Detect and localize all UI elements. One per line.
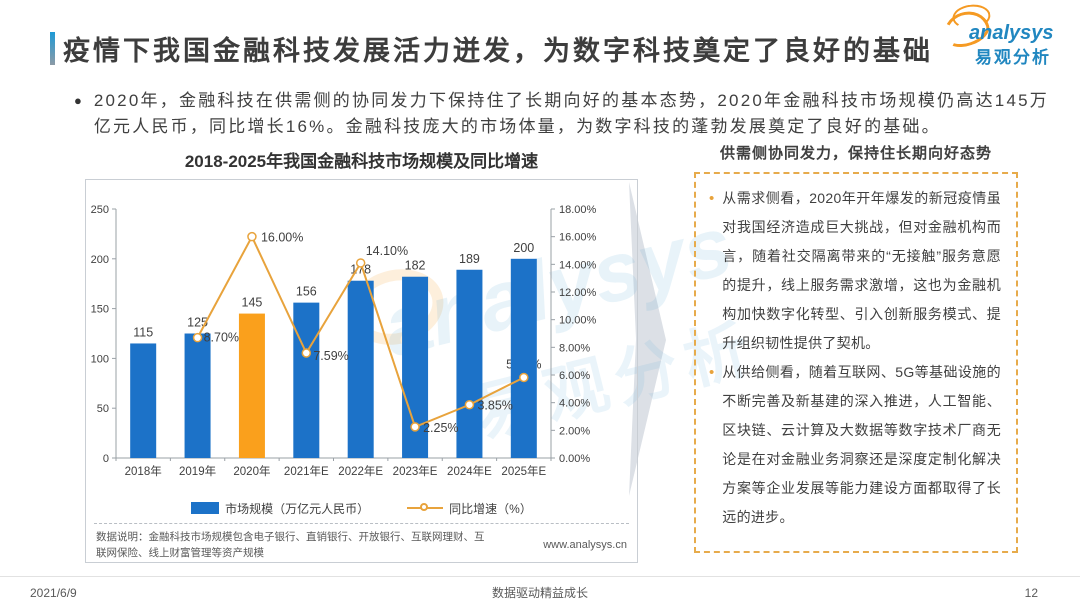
right-axis-tick: 12.00% bbox=[559, 287, 597, 299]
right-axis-tick: 6.00% bbox=[559, 370, 590, 382]
bullet-icon: • bbox=[709, 190, 715, 207]
right-axis-tick: 4.00% bbox=[559, 398, 590, 410]
bar-value-label: 115 bbox=[133, 325, 153, 339]
bar bbox=[347, 280, 374, 458]
left-axis-tick: 50 bbox=[97, 403, 109, 415]
right-axis-tick: 18.00% bbox=[559, 204, 597, 216]
note-divider bbox=[94, 523, 629, 524]
footer-date: 2021/6/9 bbox=[30, 585, 77, 600]
bar-legend-label: 市场规模（万亿元人民币） bbox=[225, 501, 370, 516]
right-axis-tick: 0.00% bbox=[559, 453, 590, 465]
category-label: 2021年E bbox=[284, 464, 329, 478]
chart-box: 0 50 100 150 200 250 0.00% 2.00% 4.00% 6.00% 8.00%… bbox=[85, 179, 638, 563]
line-marker bbox=[519, 372, 529, 383]
bar bbox=[130, 343, 157, 458]
right-axis-tick: 16.00% bbox=[559, 232, 597, 244]
category-label: 2020年 bbox=[233, 464, 270, 478]
category-label: 2022年E bbox=[338, 464, 383, 478]
list-item: • 从需求侧看，2020年开年爆发的新冠疫情虽对我国经济造成巨大挑战，但对金融机… bbox=[709, 184, 1001, 358]
bar bbox=[456, 269, 483, 458]
line-marker bbox=[410, 422, 420, 432]
bar bbox=[184, 333, 211, 458]
intro-paragraph: ● 2020年，金融科技在供需侧的协同发力下保持住了长期向好的基本态势，2020… bbox=[74, 88, 1049, 140]
right-axis-tick: 10.00% bbox=[559, 315, 597, 327]
left-axis-tick: 250 bbox=[91, 204, 109, 216]
source-url[interactable]: www.analysys.cn bbox=[543, 539, 627, 552]
category-label: 2018年 bbox=[125, 464, 162, 478]
legend-item-bar: 市场规模（万亿元人民币） bbox=[191, 500, 369, 517]
title-accent-bar bbox=[50, 32, 55, 65]
line-marker bbox=[301, 348, 312, 358]
bar-value-label: 200 bbox=[513, 241, 534, 255]
growth-label: 7.59% bbox=[313, 349, 348, 363]
insight-bullet-demand: 从需求侧看，2020年开年爆发的新冠疫情虽对我国经济造成巨大挑战，但对金融机构而… bbox=[722, 190, 1001, 351]
bullet-icon: • bbox=[709, 364, 715, 381]
line-marker bbox=[355, 258, 366, 268]
insight-panel: 供需侧协同发力，保持住长期向好态势 • 从需求侧看，2020年开年爆发的新冠疫情… bbox=[694, 142, 1018, 553]
chart-legend: 市场规模（万亿元人民币） 同比增速（%） bbox=[86, 495, 637, 521]
insight-panel-title: 供需侧协同发力，保持住长期向好态势 bbox=[719, 145, 992, 162]
bullet-icon: ● bbox=[74, 93, 82, 108]
footer: 2021/6/9 数据驱动精益成长 12 bbox=[0, 576, 1080, 608]
category-label: 2024年E bbox=[447, 464, 492, 478]
chart-note-row: 数据说明：金融科技市场规模包含电子银行、直销银行、开放银行、互联网理财、互联网保… bbox=[86, 524, 637, 562]
right-axis-tick: 14.00% bbox=[559, 259, 597, 271]
bar-value-label: 156 bbox=[296, 285, 317, 299]
logo-brand-en: analysys bbox=[969, 22, 1054, 44]
bar-value-label: 189 bbox=[459, 252, 480, 266]
legend-item-line: 同比增速（%） bbox=[407, 500, 532, 517]
market-chart-svg: 0 50 100 150 200 250 0.00% 2.00% 4.00% 6.00% 8.00%… bbox=[91, 204, 597, 478]
line-marker bbox=[192, 332, 203, 343]
left-axis-tick: 100 bbox=[91, 353, 109, 365]
bar bbox=[510, 258, 537, 458]
growth-label: 16.00% bbox=[261, 231, 303, 245]
page-number: 12 bbox=[1024, 585, 1038, 600]
left-axis-tick: 0 bbox=[103, 453, 109, 465]
footer-slogan: 数据驱动精益成长 bbox=[491, 586, 588, 600]
page-title: 疫情下我国金融科技发展活力迸发，为数字科技奠定了良好的基础 bbox=[63, 36, 933, 66]
line-legend-swatch bbox=[407, 503, 444, 511]
growth-label: 3.85% bbox=[477, 399, 512, 413]
line-marker bbox=[464, 399, 475, 410]
growth-label: 14.10% bbox=[366, 244, 408, 258]
left-axis-tick: 150 bbox=[91, 304, 109, 316]
logo-brand-cn: 易观分析 bbox=[975, 48, 1051, 67]
intro-text: 2020年，金融科技在供需侧的协同发力下保持住了长期向好的基本态势，2020年金… bbox=[93, 91, 1049, 136]
line-marker bbox=[247, 231, 257, 242]
right-axis-tick: 8.00% bbox=[559, 342, 590, 354]
category-label: 2019年 bbox=[179, 464, 216, 478]
analysys-logo: analysys 易观分析 bbox=[938, 5, 1066, 67]
line-legend-label: 同比增速（%） bbox=[449, 501, 532, 516]
bar-value-label: 182 bbox=[405, 259, 426, 273]
market-chart-panel: 2018-2025年我国金融科技市场规模及同比增速 0 50 100 150 200 25… bbox=[85, 147, 638, 563]
bar-legend-swatch bbox=[191, 502, 220, 514]
list-item: • 从供给侧看，随着互联网、5G等基础设施的不断完善及新基建的深入推进，人工智能… bbox=[709, 358, 1001, 532]
insight-box: • 从需求侧看，2020年开年爆发的新冠疫情虽对我国经济造成巨大挑战，但对金融机… bbox=[694, 172, 1018, 553]
bar bbox=[293, 302, 320, 458]
transition-arrow-icon bbox=[629, 182, 666, 496]
bar bbox=[238, 313, 265, 458]
right-axis-tick: 2.00% bbox=[559, 425, 590, 437]
data-note: 数据说明：金融科技市场规模包含电子银行、直销银行、开放银行、互联网理财、互联网保… bbox=[96, 531, 485, 560]
chart-title: 2018-2025年我国金融科技市场规模及同比增速 bbox=[184, 152, 539, 171]
bar-value-label: 145 bbox=[242, 296, 263, 310]
insight-bullet-supply: 从供给侧看，随着互联网、5G等基础设施的不断完善及新基建的深入推进，人工智能、区… bbox=[722, 364, 1001, 525]
category-label: 2025年E bbox=[501, 464, 546, 478]
category-label: 2023年E bbox=[393, 464, 438, 478]
left-axis-tick: 200 bbox=[91, 254, 109, 266]
growth-label: 8.70% bbox=[204, 331, 239, 345]
growth-label: 2.25% bbox=[423, 421, 458, 435]
